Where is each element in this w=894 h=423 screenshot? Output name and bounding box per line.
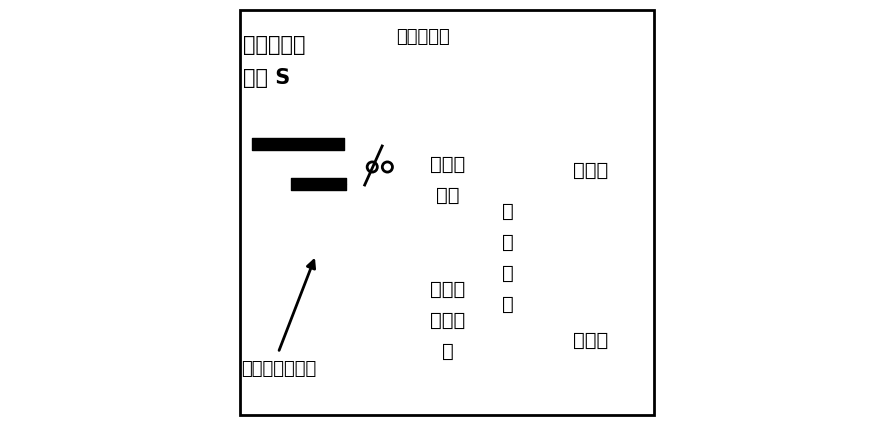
Text: 非接触电压探头: 非接触电压探头 [241,360,316,378]
Text: 高压继电器: 高压继电器 [396,28,450,46]
Text: 控
制
单
元: 控 制 单 元 [502,201,514,313]
Text: 非接触
式电压
表: 非接触 式电压 表 [430,280,465,360]
Circle shape [367,162,377,172]
Bar [541,300,641,380]
Text: 显示器: 显示器 [573,330,609,349]
Bar [419,260,476,380]
Bar [541,130,641,210]
Bar [308,178,325,268]
Text: 计时器: 计时器 [573,160,609,179]
Text: 高压发
生器: 高压发 生器 [430,155,465,205]
Text: 平板电容器: 平板电容器 [242,35,305,55]
Bar [419,130,476,230]
Text: 面积 S: 面积 S [242,68,290,88]
Circle shape [383,162,392,172]
Bar [361,137,399,197]
Bar [493,130,523,385]
